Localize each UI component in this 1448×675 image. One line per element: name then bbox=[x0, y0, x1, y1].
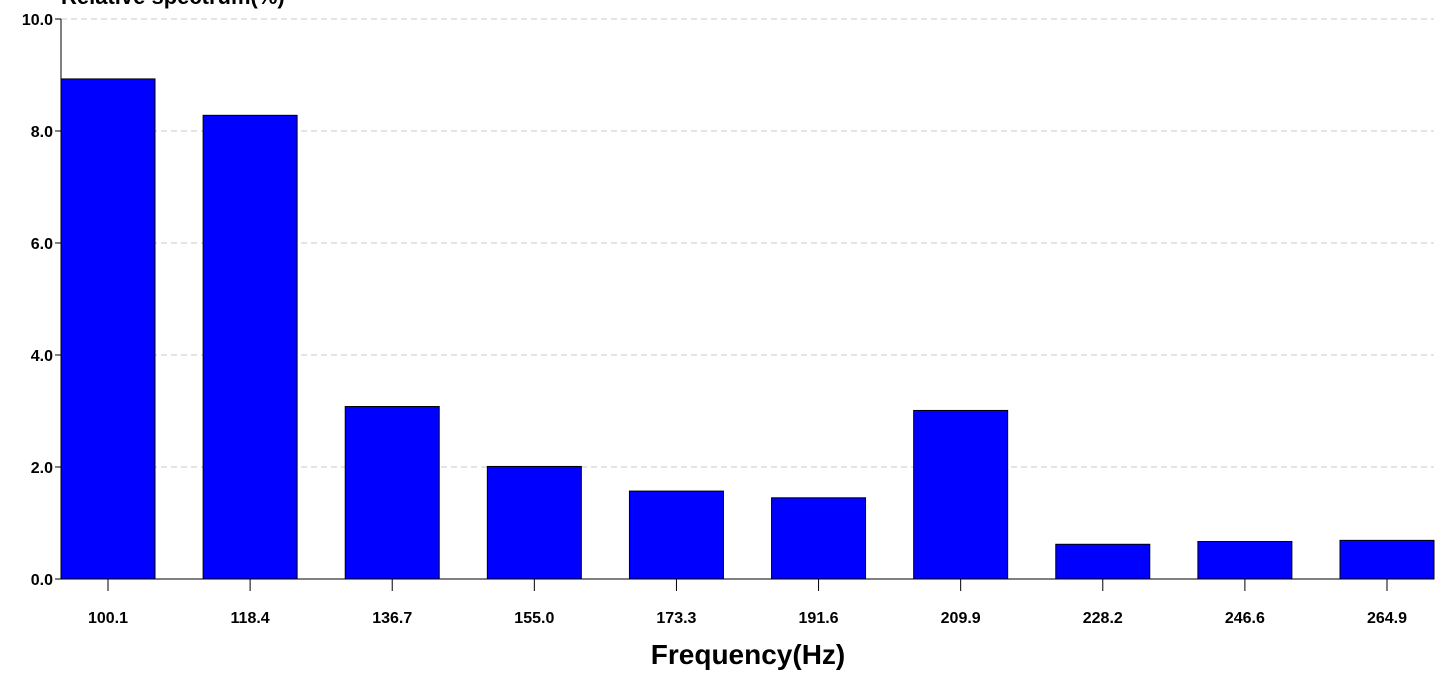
bar bbox=[486, 465, 582, 580]
x-tick-label: 173.3 bbox=[656, 610, 696, 627]
x-tick-label: 209.9 bbox=[941, 610, 981, 627]
x-ticks: 100.1 118.4 136.7 155.0 173.3 191.6 209.9 228.2… bbox=[88, 579, 1407, 627]
y-tick-label: 8.0 bbox=[31, 124, 53, 141]
axes bbox=[60, 19, 1434, 580]
y-tick-label: 2.0 bbox=[31, 460, 53, 477]
bar bbox=[1055, 543, 1151, 580]
bar bbox=[60, 78, 156, 580]
x-tick-label: 191.6 bbox=[799, 610, 839, 627]
x-tick-label: 155.0 bbox=[514, 610, 554, 627]
x-tick-label: 118.4 bbox=[231, 610, 270, 627]
y-axis-title: Relative spectrum(%) bbox=[61, 0, 285, 9]
y-tick-label: 0.0 bbox=[31, 572, 53, 589]
bar bbox=[344, 406, 440, 580]
x-tick-label: 246.6 bbox=[1225, 610, 1265, 627]
x-axis-title: Frequency(Hz) bbox=[651, 639, 845, 670]
x-tick-label: 264.9 bbox=[1367, 610, 1407, 627]
y-tick-label: 4.0 bbox=[31, 348, 53, 365]
bar bbox=[628, 490, 724, 580]
bar bbox=[1197, 540, 1293, 580]
bar bbox=[202, 114, 298, 580]
x-tick-label: 100.1 bbox=[88, 610, 128, 627]
x-tick-label: 136.7 bbox=[372, 610, 412, 627]
y-tick-label: 10.0 bbox=[22, 12, 53, 29]
bar-series bbox=[60, 78, 1435, 580]
x-tick-label: 228.2 bbox=[1083, 610, 1123, 627]
bar bbox=[771, 497, 867, 580]
bar bbox=[1339, 539, 1435, 580]
grid-lines bbox=[61, 18, 1434, 468]
y-ticks: 0.0 2.0 4.0 6.0 8.0 10.0 bbox=[22, 12, 61, 589]
y-tick-label: 6.0 bbox=[31, 236, 53, 253]
bar bbox=[913, 409, 1009, 580]
